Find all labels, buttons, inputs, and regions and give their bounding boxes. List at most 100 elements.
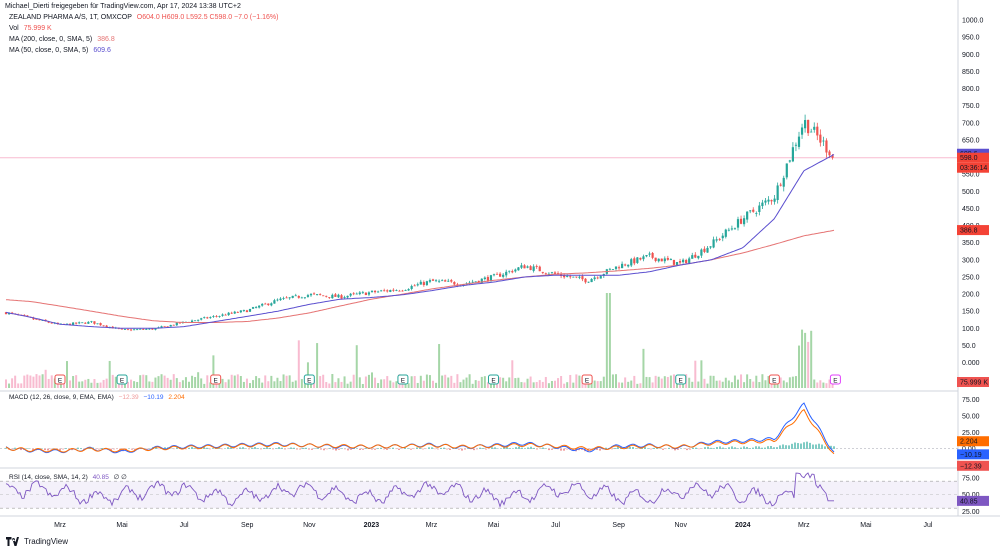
candle-body [596, 277, 599, 279]
candle-body [736, 219, 740, 228]
volume-bar [276, 377, 279, 388]
x-tick-label: 2023 [364, 522, 380, 529]
legend-ma50[interactable]: MA (50, close, 0, SMA, 5) 609.6 [9, 47, 111, 54]
candle-body [392, 289, 395, 291]
macd-histogram-bar [518, 446, 520, 449]
legend-symbol[interactable]: ZEALAND PHARMA A/S, 1T, OMXCOP O604.0 H6… [9, 14, 278, 21]
macd-histogram-bar [191, 447, 193, 449]
macd-v1: −12.39 [118, 394, 139, 401]
earnings-label: E [491, 378, 496, 385]
volume-bar [50, 375, 53, 388]
candle-body [230, 312, 233, 314]
volume-bar [441, 375, 444, 388]
macd-histogram-bar [596, 448, 598, 450]
candle-body [169, 324, 172, 327]
volume-bar [245, 378, 248, 388]
macd-tick-label: 75.00 [962, 397, 980, 404]
macd-histogram-bar [812, 444, 814, 449]
candle-body [703, 248, 706, 252]
earnings-marker [581, 374, 593, 385]
volume-bar [557, 378, 560, 388]
macd-histogram-bar [482, 448, 484, 449]
volume-bar [456, 374, 459, 388]
volume-bar [517, 377, 520, 388]
volume-bar [474, 380, 477, 388]
candle-body [35, 319, 38, 320]
candle-body [785, 163, 788, 178]
volume-bar [669, 375, 672, 388]
macd-histogram-bar [185, 448, 187, 450]
candle-body [328, 297, 331, 298]
volume-bar [615, 374, 617, 388]
candle-body [639, 257, 642, 260]
candle-body [11, 312, 14, 314]
volume-bar [184, 377, 187, 388]
candle-body [645, 255, 648, 257]
volume-bar [807, 341, 810, 388]
volume-bar [471, 383, 474, 388]
rsi-extra: ∅ ∅ [113, 474, 127, 481]
candle-body [794, 144, 798, 146]
volume-label: Vol [9, 25, 19, 32]
macd-histogram-bar [605, 447, 607, 449]
candle-body [224, 314, 227, 316]
legend-volume[interactable]: Vol 75.999 K [9, 25, 52, 32]
macd-histogram-bar [371, 448, 373, 450]
candle-body [209, 317, 212, 319]
macd-histogram-bar [503, 447, 505, 449]
volume-bar [432, 380, 434, 388]
macd-histogram-bar [383, 448, 385, 450]
candle-body [654, 257, 657, 261]
candle-body [105, 325, 108, 328]
macd-histogram-bar [566, 448, 568, 450]
candle-body [614, 266, 618, 269]
y-tick-label: 250.0 [962, 274, 980, 281]
macd-histogram-bar [728, 447, 730, 449]
macd-histogram-bar [473, 448, 475, 451]
y-tick-label: 700.0 [962, 120, 980, 127]
footer-logo[interactable]: TradingView [6, 537, 68, 546]
candle-body [544, 273, 547, 275]
volume-bar [145, 375, 148, 388]
candle-body [627, 264, 630, 267]
volume-bar [358, 377, 361, 388]
candle-body [428, 280, 432, 282]
volume-bar [41, 374, 44, 388]
earnings-marker [54, 374, 66, 385]
volume-bar [206, 375, 209, 388]
macd-histogram-bar [752, 447, 754, 449]
candle-body [297, 296, 300, 298]
macd-histogram-bar [821, 444, 823, 449]
macd-histogram-bar [308, 448, 310, 450]
volume-bar [697, 381, 700, 388]
y-tick-label: 750.0 [962, 103, 980, 110]
tradingview-logo-icon [6, 537, 19, 546]
candle-body [779, 184, 782, 186]
volume-bar [203, 383, 206, 388]
earnings-label: E [401, 378, 406, 385]
macd-tick-label: 25.00 [962, 430, 980, 437]
macd-legend[interactable]: MACD (12, 26, close, 9, EMA, EMA) −12.39… [9, 394, 185, 401]
volume-bar [255, 376, 258, 388]
candle-body [770, 200, 773, 202]
macd-histogram-bar [410, 448, 412, 450]
macd-histogram-bar [803, 442, 805, 449]
rsi-badge-bg [957, 495, 989, 506]
legend-ma200[interactable]: MA (200, close, 0, SMA, 5) 386.8 [9, 36, 115, 43]
macd-histogram-bar [188, 447, 190, 449]
rsi-band [0, 481, 958, 509]
candle-body [691, 255, 694, 259]
candle-body [663, 258, 666, 262]
macd-histogram-bar [203, 447, 205, 449]
candle-body [361, 292, 364, 294]
macd-histogram-bar [50, 448, 52, 450]
volume-bar [96, 382, 99, 388]
earnings-marker [397, 374, 409, 385]
macd-histogram-bar [416, 447, 418, 449]
candle-body [123, 329, 127, 330]
macd-histogram-bar [83, 448, 85, 450]
rsi-legend[interactable]: RSI (14, close, SMA, 14, 2) 40.85 ∅ ∅ [9, 473, 127, 481]
macd-histogram-bar [509, 448, 511, 449]
ma200-line [5, 229, 835, 323]
